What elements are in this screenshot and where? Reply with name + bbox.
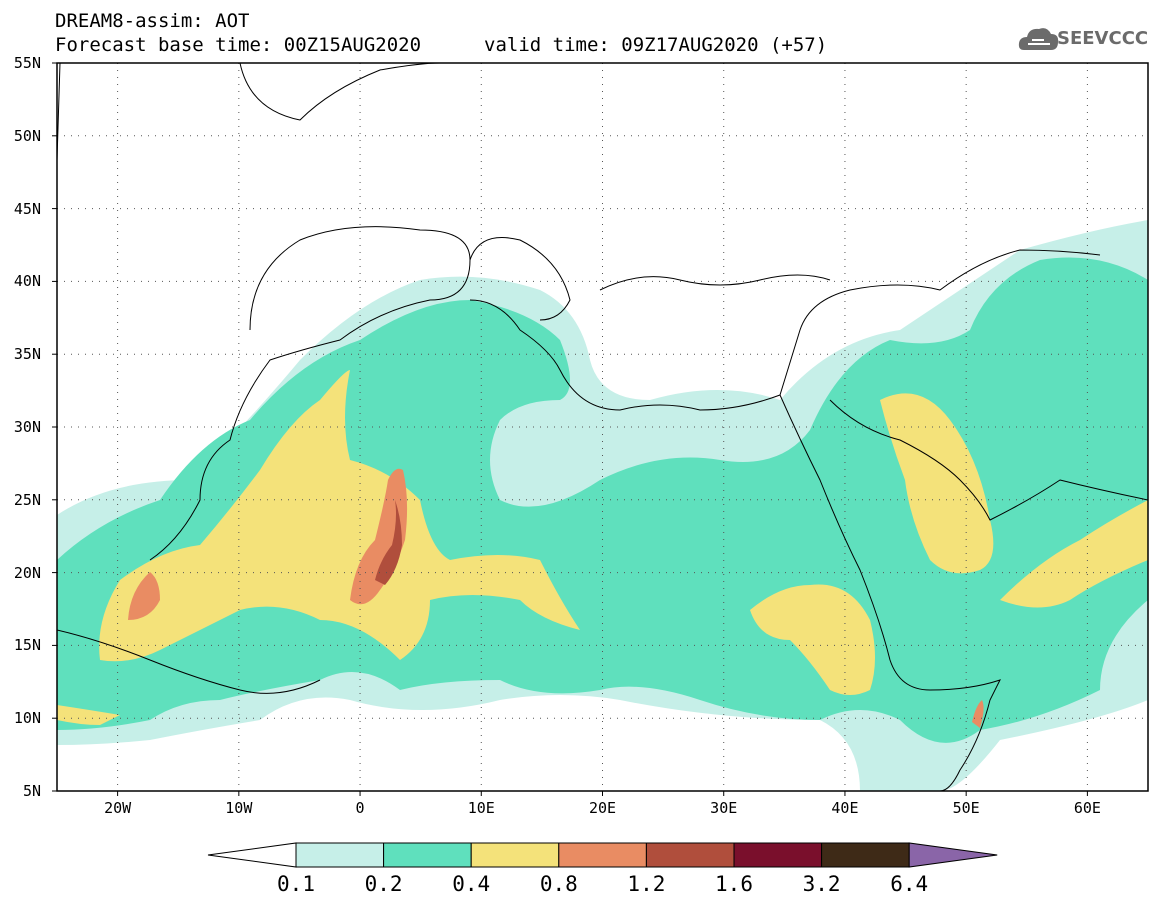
colorbar-swatch — [733, 842, 823, 868]
lon-label: 50E — [952, 799, 980, 817]
colorbar-threshold-label: 0.4 — [452, 872, 491, 896]
coastlines — [57, 63, 1148, 791]
lat-label: 25N — [13, 490, 41, 509]
map-title: DREAM8-assim: AOT — [55, 10, 250, 32]
colorbar-threshold-label: 1.2 — [627, 872, 666, 896]
colorbar-threshold-label: 0.1 — [277, 872, 315, 896]
lat-label: 5N — [22, 782, 41, 800]
lon-label: 0 — [355, 799, 365, 817]
colorbar-swatch — [558, 842, 647, 868]
lon-label: 20E — [588, 799, 617, 817]
colorbar-threshold-label: 3.2 — [802, 872, 841, 896]
valid-time: valid time: 09Z17AUG2020 (+57) — [484, 34, 828, 56]
colorbar-swatch — [645, 842, 735, 868]
lat-label: 50N — [13, 126, 41, 145]
colorbar-over-arrow — [908, 842, 998, 868]
lat-label: 10N — [13, 709, 41, 728]
lon-label: 10E — [467, 799, 495, 817]
colorbar-under-arrow — [207, 842, 297, 868]
colorbar — [207, 842, 998, 868]
lon-label: 40E — [831, 799, 859, 817]
colorbar-swatch — [470, 842, 560, 868]
colorbar-threshold-label: 6.4 — [890, 872, 929, 896]
lon-label: 60E — [1073, 799, 1101, 817]
colorbar-threshold-label: 0.2 — [364, 872, 403, 896]
colorbar-swatch — [295, 842, 385, 868]
lon-label: 10W — [225, 799, 253, 817]
lat-label: 40N — [13, 272, 41, 291]
colorbar-threshold-label: 0.8 — [539, 872, 578, 896]
lat-label: 20N — [13, 563, 41, 582]
lat-label: 30N — [13, 418, 41, 436]
logo-text: SEEVCCC — [1057, 28, 1149, 49]
lon-label: 30E — [710, 799, 738, 817]
cloud-logo-icon — [1018, 28, 1059, 50]
lat-label: 45N — [13, 199, 41, 218]
colorbar-swatch — [383, 842, 472, 868]
aot-field — [57, 63, 1148, 791]
lat-label: 15N — [13, 636, 41, 655]
lat-label: 55N — [13, 54, 41, 72]
lon-label: 20W — [104, 799, 132, 817]
colorbar-threshold-label: 1.6 — [715, 872, 753, 896]
colorbar-swatch — [821, 842, 910, 868]
forecast-base-time: Forecast base time: 00Z15AUG2020 — [55, 34, 422, 56]
lat-label: 35N — [13, 345, 41, 364]
